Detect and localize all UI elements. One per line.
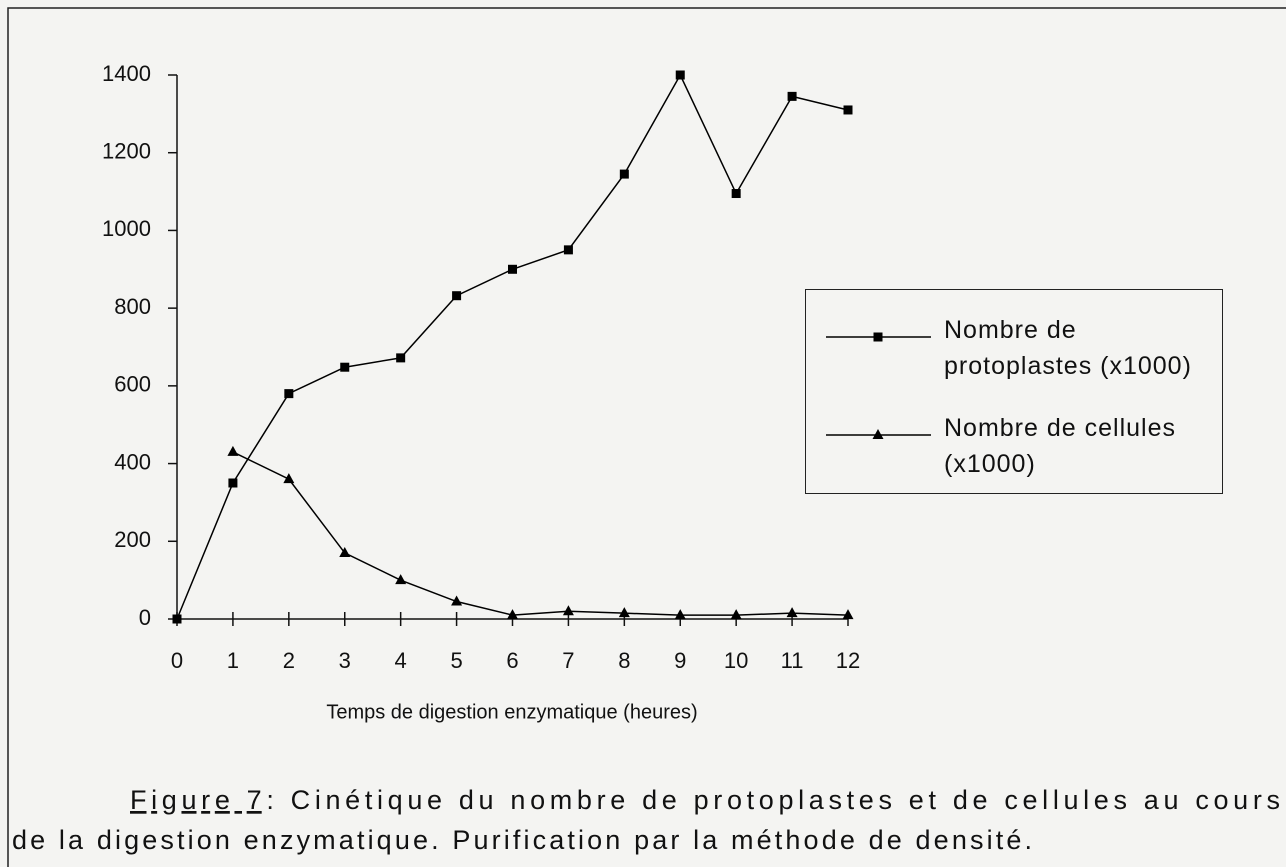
marker <box>675 70 685 80</box>
x-tick-label: 11 <box>781 648 804 673</box>
y-tick-label: 400 <box>114 449 151 474</box>
x-tick-label: 1 <box>227 648 239 673</box>
legend-swatch <box>826 332 931 342</box>
series-line <box>232 451 849 616</box>
marker <box>508 264 517 274</box>
marker <box>340 362 350 372</box>
marker <box>395 574 407 585</box>
marker <box>786 607 798 618</box>
y-tick-label: 600 <box>114 372 151 397</box>
marker <box>396 353 406 363</box>
y-tick-label: 0 <box>139 605 151 630</box>
y-tick-label: 1200 <box>102 139 151 164</box>
marker <box>872 429 884 439</box>
marker <box>842 609 854 620</box>
x-tick-label: 9 <box>674 648 686 673</box>
marker <box>619 169 629 179</box>
legend-label: Nombre de protoplastes (x1000) <box>944 316 1192 380</box>
legend-label: Nombre de cellules (x1000) <box>944 414 1176 478</box>
marker <box>562 605 574 616</box>
marker <box>787 91 797 101</box>
x-axis-label: Temps de digestion enzymatique (heures) <box>326 701 697 723</box>
x-tick-label: 8 <box>618 648 630 673</box>
caption-line: de la digestion enzymatique. Purificatio… <box>12 825 1032 855</box>
x-tick-label: 3 <box>339 648 351 673</box>
x-tick-label: 6 <box>506 648 518 673</box>
x-tick-label: 4 <box>395 648 407 673</box>
marker <box>339 546 351 557</box>
x-tick-label: 10 <box>724 648 748 673</box>
marker <box>452 291 462 301</box>
marker <box>731 189 741 199</box>
marker <box>227 445 239 456</box>
x-tick-label: 2 <box>283 648 295 673</box>
legend-swatch <box>826 429 931 439</box>
y-tick-label: 200 <box>114 527 151 552</box>
caption-text: : Cinétique du nombre de protoplastes et… <box>266 785 1280 815</box>
marker <box>283 473 295 484</box>
marker <box>618 607 630 618</box>
marker <box>563 245 573 255</box>
frame <box>7 7 1286 867</box>
marker <box>730 609 742 620</box>
marker <box>228 478 238 488</box>
x-tick-label: 7 <box>562 648 574 673</box>
x-tick-label: 5 <box>450 648 462 673</box>
marker <box>873 332 883 342</box>
legend: Nombre de protoplastes (x1000) Nombre de … <box>805 289 1223 494</box>
series-line <box>176 73 849 620</box>
marker <box>843 105 853 115</box>
y-tick-label: 1000 <box>102 216 151 241</box>
caption-line: Figure 7: Cinétique du nombre de protopl… <box>130 785 1280 815</box>
marker <box>674 609 686 620</box>
marker <box>451 595 463 606</box>
marker <box>172 614 182 624</box>
caption-label: Figure 7 <box>130 785 262 815</box>
y-tick-label: 1400 <box>102 61 151 86</box>
marker <box>507 609 518 620</box>
y-tick-label: 800 <box>114 294 151 319</box>
marker <box>284 389 294 399</box>
x-tick-label: 12 <box>836 648 860 673</box>
x-tick-label: 0 <box>171 648 183 673</box>
